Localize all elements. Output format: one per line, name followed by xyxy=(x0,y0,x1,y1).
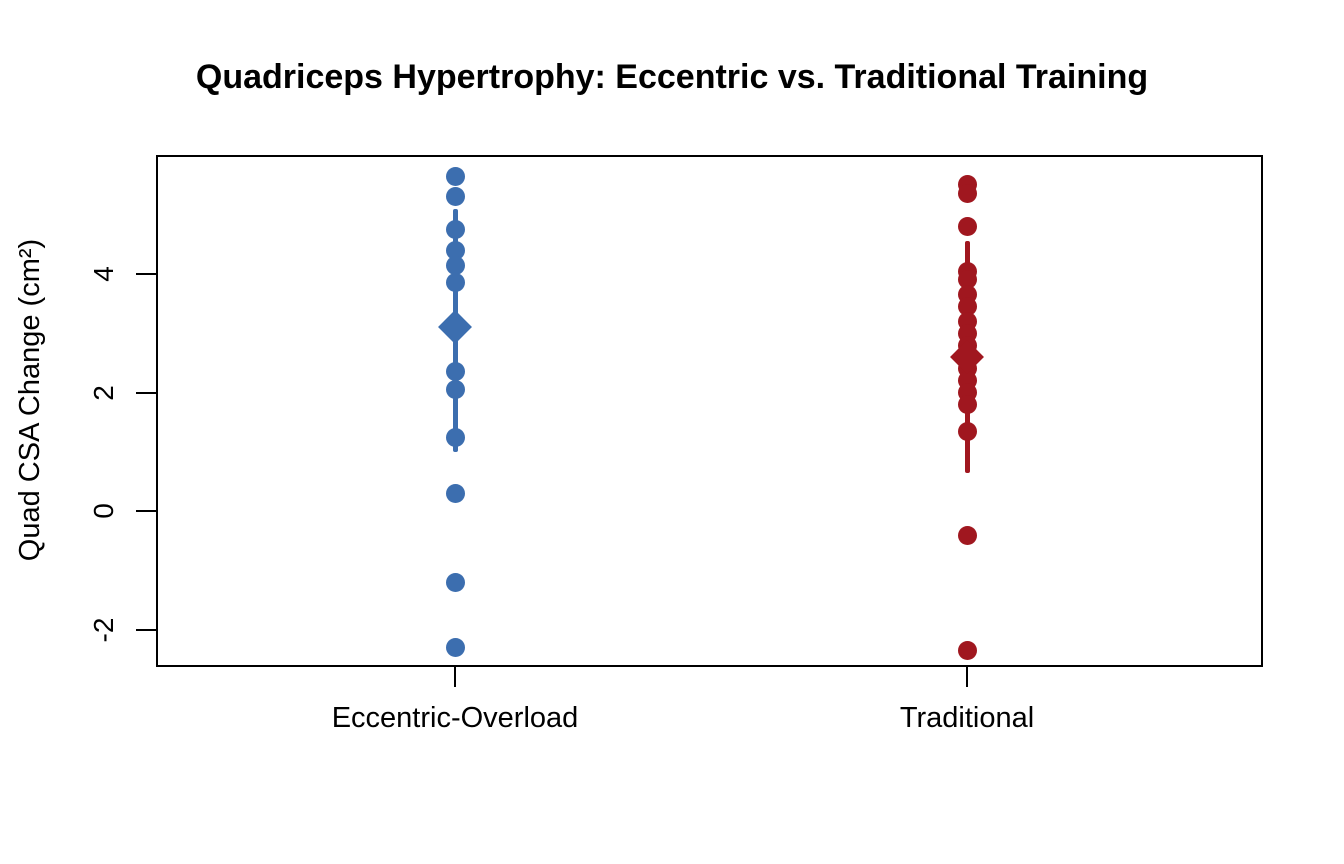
y-axis-tick xyxy=(136,510,156,513)
data-point xyxy=(957,395,977,414)
y-axis-tick xyxy=(136,628,156,631)
plot-area xyxy=(156,155,1263,667)
data-point xyxy=(957,270,977,290)
chart-title: Quadriceps Hypertrophy: Eccentric vs. Tr… xyxy=(195,58,1149,96)
data-point xyxy=(445,638,465,658)
data-point xyxy=(957,641,977,661)
data-point xyxy=(445,484,465,503)
x-axis-tick xyxy=(966,667,968,687)
y-axis-tick-label: -2 xyxy=(88,617,119,643)
x-category-label: Eccentric-Overload xyxy=(331,702,579,734)
y-axis-tick-label: 0 xyxy=(88,503,119,520)
data-point xyxy=(445,187,465,207)
data-point xyxy=(957,297,977,317)
data-point xyxy=(957,217,977,237)
data-point xyxy=(445,362,465,382)
x-axis-tick xyxy=(454,667,456,687)
data-point xyxy=(445,380,465,400)
data-point xyxy=(445,572,465,592)
y-axis-tick-label: 2 xyxy=(88,384,119,401)
y-axis-label: Quad CSA Change (cm²) xyxy=(13,238,46,562)
data-point xyxy=(957,184,977,204)
data-point xyxy=(445,255,465,275)
y-axis-tick xyxy=(136,391,156,394)
data-point xyxy=(957,421,977,441)
data-point xyxy=(445,240,465,260)
data-point xyxy=(445,273,465,293)
y-axis-tick-label: 4 xyxy=(88,266,119,282)
x-category-label: Traditional xyxy=(899,702,1035,734)
data-point xyxy=(445,219,465,239)
y-axis-tick xyxy=(136,272,156,275)
data-point xyxy=(445,427,465,447)
data-point xyxy=(445,166,465,186)
data-point xyxy=(957,525,977,545)
